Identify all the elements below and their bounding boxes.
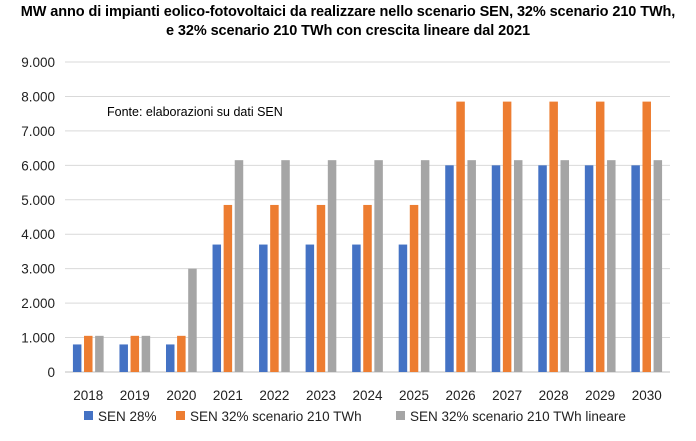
x-tick-label: 2029 xyxy=(585,388,615,403)
chart-title: MW anno di impianti eolico-fotovoltaici … xyxy=(20,4,676,20)
bar xyxy=(538,165,547,372)
x-tick-label: 2024 xyxy=(352,388,383,403)
bar xyxy=(327,160,337,372)
bar xyxy=(119,344,128,372)
bar xyxy=(409,204,419,372)
legend-swatch xyxy=(176,411,185,420)
bar xyxy=(549,101,558,372)
bar xyxy=(607,160,616,372)
bar xyxy=(352,244,361,372)
bar xyxy=(398,244,408,372)
x-tick-label: 2027 xyxy=(492,388,522,403)
bar xyxy=(653,160,663,372)
y-tick-label: 8.000 xyxy=(21,89,55,104)
bar xyxy=(223,204,233,372)
bar xyxy=(456,101,465,372)
y-tick-label: 5.000 xyxy=(21,193,55,208)
bar xyxy=(281,160,290,372)
chart-subtitle: e 32% scenario 210 TWh con crescita line… xyxy=(166,23,530,39)
bar xyxy=(212,244,222,372)
bar xyxy=(502,101,512,372)
source-annotation: Fonte: elaborazioni su dati SEN xyxy=(107,105,283,119)
y-tick-label: 4.000 xyxy=(21,227,55,242)
y-tick-label: 3.000 xyxy=(21,262,55,277)
legend-label: SEN 32% scenario 210 TWh xyxy=(190,409,362,424)
x-tick-label: 2028 xyxy=(539,388,569,403)
bar xyxy=(259,244,268,372)
bar xyxy=(72,344,82,372)
y-tick-label: 6.000 xyxy=(21,158,55,173)
bar xyxy=(491,165,501,372)
bar xyxy=(631,165,640,372)
bar xyxy=(188,268,197,372)
bar xyxy=(420,160,430,372)
bar xyxy=(270,204,279,372)
bar xyxy=(445,165,454,372)
x-tick-label: 2030 xyxy=(632,388,662,403)
x-tick-label: 2019 xyxy=(120,388,150,403)
y-tick-label: 9.000 xyxy=(21,55,55,70)
y-tick-label: 2.000 xyxy=(21,296,55,311)
bar xyxy=(595,101,605,372)
x-tick-label: 2021 xyxy=(213,388,243,403)
bar xyxy=(177,335,186,372)
bar xyxy=(467,160,476,372)
y-tick-label: 1.000 xyxy=(21,331,55,346)
x-tick-label: 2026 xyxy=(446,388,476,403)
y-tick-label: 7.000 xyxy=(21,124,55,139)
bar xyxy=(642,101,651,372)
legend-label: SEN 32% scenario 210 TWh lineare xyxy=(410,409,626,424)
bar xyxy=(234,160,244,372)
bar xyxy=(141,335,151,372)
x-tick-label: 2020 xyxy=(166,388,196,403)
legend-label: SEN 28% xyxy=(98,409,157,424)
x-tick-label: 2023 xyxy=(306,388,336,403)
bar xyxy=(316,204,326,372)
bar xyxy=(130,335,140,372)
legend-swatch xyxy=(396,411,405,420)
y-tick-label: 0 xyxy=(47,365,55,380)
bar xyxy=(363,204,372,372)
bar xyxy=(84,335,93,372)
x-tick-label: 2018 xyxy=(73,388,103,403)
bar xyxy=(95,335,104,372)
bar xyxy=(560,160,570,372)
bar xyxy=(374,160,383,372)
bar xyxy=(513,160,523,372)
x-tick-label: 2022 xyxy=(259,388,289,403)
legend-swatch xyxy=(84,411,93,420)
bar xyxy=(584,165,594,372)
bar xyxy=(165,344,175,372)
bar xyxy=(305,244,315,372)
x-tick-label: 2025 xyxy=(399,388,429,403)
